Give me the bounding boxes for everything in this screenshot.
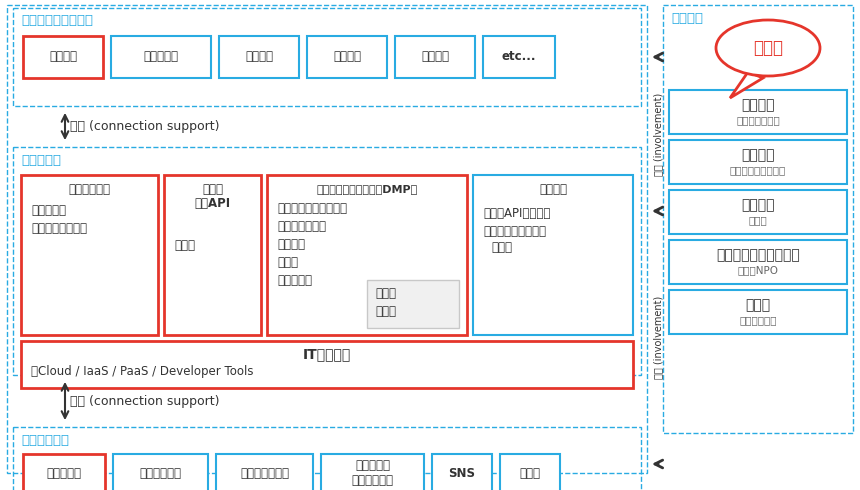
Text: ・Cloud / IaaS / PaaS / Developer Tools: ・Cloud / IaaS / PaaS / Developer Tools [31, 365, 254, 377]
Bar [164, 175, 261, 335]
Text: 健康支援: 健康支援 [333, 50, 361, 64]
Text: ・機能: ・機能 [277, 255, 298, 269]
Bar [216, 454, 313, 490]
Bar [13, 427, 641, 490]
Text: その他: その他 [519, 466, 540, 480]
Text: 交流人口: 交流人口 [741, 198, 775, 212]
Text: ・ソリューション事例: ・ソリューション事例 [277, 201, 347, 215]
Bar [113, 454, 208, 490]
Text: 流通API: 流通API [194, 196, 230, 210]
Bar [483, 36, 555, 78]
Text: データ活用サービス: データ活用サービス [21, 15, 93, 27]
Text: 除雪車管理: 除雪車管理 [144, 50, 179, 64]
Text: マーケットプレイス（DMP）: マーケットプレイス（DMP） [316, 184, 418, 194]
Text: 基本共通機能: 基本共通機能 [69, 182, 110, 196]
Bar [473, 175, 633, 335]
Text: ・ダッシュボード: ・ダッシュボード [31, 221, 87, 235]
Bar [669, 190, 847, 234]
Bar [23, 36, 103, 78]
Text: ・連携: ・連携 [174, 239, 195, 251]
Text: 定住人口: 定住人口 [741, 98, 775, 112]
Text: 小谷村: 小谷村 [753, 39, 783, 57]
Text: 害獣対策: 害獣対策 [245, 50, 273, 64]
Bar [13, 147, 641, 375]
Text: 水田管理: 水田管理 [49, 50, 77, 64]
Text: 参加 (involvement): 参加 (involvement) [653, 296, 663, 379]
Text: 住民，役場職員: 住民，役場職員 [736, 115, 780, 125]
Text: ソリューション提供者: ソリューション提供者 [716, 248, 800, 262]
Text: 環境センサ
（天候情報）: 環境センサ （天候情報） [352, 459, 394, 487]
Bar [395, 36, 475, 78]
Text: 学生，研究者: 学生，研究者 [740, 315, 777, 325]
Text: 開発者: 開発者 [746, 298, 771, 312]
Text: ・評価: ・評価 [375, 287, 396, 299]
Bar [13, 8, 641, 106]
Text: ユーザー: ユーザー [671, 11, 703, 24]
Bar [669, 140, 847, 184]
Text: ITインフラ: ITインフラ [303, 347, 351, 361]
Bar [23, 454, 105, 490]
Text: 関係人口: 関係人口 [741, 148, 775, 162]
Bar [307, 36, 387, 78]
Text: 機能の提供: 機能の提供 [21, 153, 61, 167]
Ellipse shape [716, 20, 820, 76]
Bar [663, 5, 853, 433]
Text: ・データ: ・データ [277, 238, 305, 250]
Bar [219, 36, 299, 78]
Bar [669, 240, 847, 284]
Bar [669, 90, 847, 134]
Text: データソース: データソース [21, 434, 69, 446]
Text: 参加 (involvement): 参加 (involvement) [653, 93, 663, 175]
Text: ・サービス: ・サービス [277, 273, 312, 287]
Bar [367, 280, 459, 328]
Text: 観光客: 観光客 [748, 215, 767, 225]
Text: 水位センサ: 水位センサ [46, 466, 82, 480]
Bar [21, 175, 158, 335]
Bar [111, 36, 211, 78]
Text: と連携: と連携 [491, 241, 512, 253]
Text: etc...: etc... [501, 50, 537, 64]
Bar [432, 454, 492, 490]
Bar [21, 341, 633, 388]
Text: 加速度センサ: 加速度センサ [139, 466, 181, 480]
Bar [500, 454, 560, 490]
Text: SNS: SNS [449, 466, 476, 480]
Text: 連携 (connection support): 連携 (connection support) [71, 394, 220, 408]
Text: 企業，NPO: 企業，NPO [738, 265, 778, 275]
Text: ・行政支援システム: ・行政支援システム [483, 224, 546, 238]
Text: 防災支援: 防災支援 [421, 50, 449, 64]
Text: 拡張機能: 拡張機能 [539, 182, 567, 196]
Bar [321, 454, 424, 490]
Text: ・ソースコード: ・ソースコード [277, 220, 326, 232]
Text: 連携 (connection support): 連携 (connection support) [71, 120, 220, 133]
Bar [7, 5, 647, 473]
Text: 勤務，近居，滹在者: 勤務，近居，滹在者 [730, 165, 786, 175]
Text: ・審査: ・審査 [375, 304, 396, 318]
Text: ・ログイン: ・ログイン [31, 203, 66, 217]
Text: スマートフォン: スマートフォン [240, 466, 289, 480]
Bar [669, 290, 847, 334]
Text: ・類似APIの共通化: ・類似APIの共通化 [483, 206, 550, 220]
Bar [267, 175, 467, 335]
Polygon shape [730, 72, 763, 98]
Text: データ: データ [202, 182, 223, 196]
